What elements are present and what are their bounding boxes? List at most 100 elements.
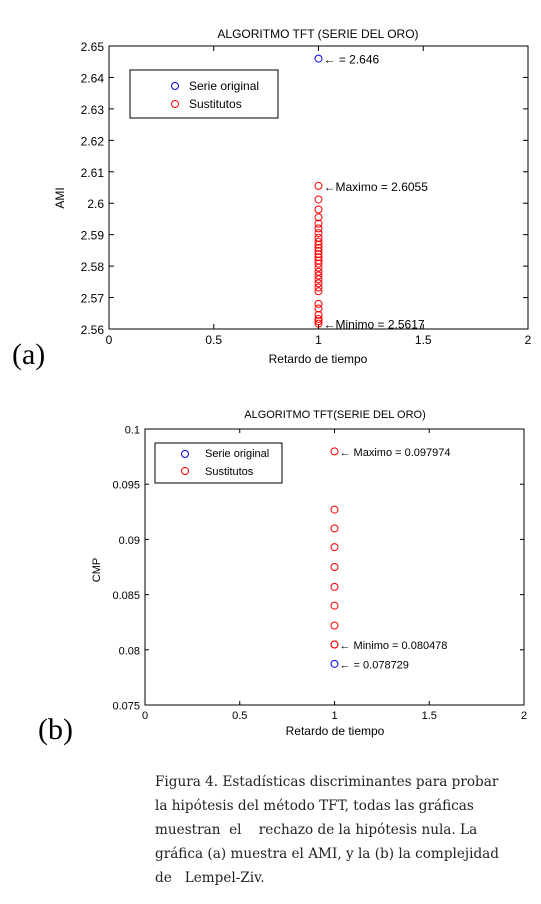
x-tick-label: 0: [142, 710, 148, 722]
chart-b-points: [330, 447, 339, 668]
surrogate-point: [314, 181, 323, 190]
surrogate-point: [330, 543, 339, 552]
surrogate-point: [330, 582, 339, 591]
y-tick-label: 0.095: [112, 480, 140, 492]
surrogate-point: [314, 279, 323, 288]
panel-label-b: (b): [38, 713, 73, 746]
surrogate-point: [314, 219, 323, 228]
surrogate-point: [314, 299, 323, 308]
surrogate-point: [314, 253, 323, 262]
chart-a: ALGORITMO TFT (SERIE DEL ORO) 0 0.5 1 1.5 2 2…: [53, 27, 532, 366]
chart-a-ticks: 0 0.5 1 1.5 2 2.56 2.57 2.58 2.59 2.6 2.61 2.62 2.63…: [81, 40, 532, 347]
chart-b-legend-label-original: Serie original: [205, 448, 269, 460]
surrogate-point: [314, 271, 323, 280]
chart-a-points: [314, 54, 323, 328]
y-tick-label: 2.59: [81, 229, 105, 243]
x-tick-label: 2: [525, 333, 532, 347]
y-tick-label: 0.1: [125, 425, 140, 437]
x-tick-label: 1: [331, 710, 337, 722]
y-tick-label: 2.63: [81, 103, 105, 117]
caption-line: gráfica (a) muestra el AMI, y la (b) la …: [155, 846, 499, 862]
surrogate-point: [314, 213, 323, 222]
data-annotation: ←Minimo = 2.5617: [324, 318, 425, 332]
surrogate-point: [330, 601, 339, 610]
surrogate-point: [314, 224, 323, 233]
x-tick-label: 0.5: [232, 710, 247, 722]
y-tick-label: 2.62: [81, 134, 105, 148]
caption-line: la hipótesis del método TFT, todas las g…: [155, 798, 474, 814]
data-annotation: ← = 2.646: [324, 53, 380, 67]
surrogate-point: [314, 283, 323, 292]
surrogate-point: [314, 250, 323, 259]
original-series-point: [330, 659, 339, 668]
original-series-point: [314, 54, 323, 63]
data-annotation: ← Minimo = 0.080478: [340, 640, 448, 652]
data-annotation: ← Maximo = 0.097974: [340, 447, 451, 459]
chart-a-xlabel: Retardo de tiempo: [269, 352, 368, 366]
data-annotation: ← = 0.078729: [340, 659, 409, 671]
caption-line: Figura 4. Estadísticas discriminantes pa…: [155, 774, 499, 790]
chart-b: ALGORITMO TFT(SERIE DEL ORO) 0 0.5 1 1.5 2 0.…: [91, 409, 527, 738]
y-tick-label: 2.65: [81, 40, 105, 54]
y-tick-label: 2.57: [81, 292, 105, 306]
y-tick-label: 2.61: [81, 166, 105, 180]
chart-b-legend: Serie original Sustitutos: [154, 442, 283, 484]
surrogate-point: [330, 524, 339, 533]
y-tick-label: 2.58: [81, 260, 105, 274]
surrogate-point: [330, 640, 339, 649]
data-annotation: ←Maximo = 2.6055: [324, 180, 429, 194]
panel-label-a: (a): [12, 338, 46, 371]
y-tick-label: 0.075: [112, 701, 140, 713]
chart-b-ylabel: CMP: [91, 558, 103, 582]
surrogate-point: [314, 310, 323, 319]
surrogate-point: [314, 275, 323, 284]
surrogate-point: [314, 247, 323, 256]
surrogate-point: [314, 205, 323, 214]
chart-a-legend-label-original: Serie original: [189, 79, 259, 93]
surrogate-point: [314, 243, 323, 252]
surrogate-point: [314, 240, 323, 249]
y-tick-label: 2.64: [81, 71, 105, 85]
caption-line: muestran el rechazo de la hipótesis nula…: [155, 822, 478, 838]
y-tick-label: 2.56: [81, 323, 105, 337]
surrogate-point: [314, 267, 323, 276]
x-tick-label: 1.5: [422, 710, 437, 722]
y-tick-label: 0.09: [119, 535, 140, 547]
surrogate-point: [314, 229, 323, 238]
x-tick-label: 1: [315, 333, 322, 347]
y-tick-label: 0.08: [119, 645, 140, 657]
figure-caption: Figura 4. Estadísticas discriminantes pa…: [155, 770, 540, 890]
surrogate-point: [330, 447, 339, 456]
chart-b-legend-label-surrogates: Sustitutos: [205, 466, 254, 478]
surrogate-point: [314, 304, 323, 313]
chart-b-legend-box: [154, 442, 283, 484]
y-tick-label: 2.6: [87, 197, 104, 211]
chart-a-annotations: ← = 2.646 ←Maximo = 2.6055 ←Minimo = 2.561…: [324, 53, 429, 332]
x-tick-label: 0.5: [205, 333, 222, 347]
surrogate-point: [314, 287, 323, 296]
chart-b-title: ALGORITMO TFT(SERIE DEL ORO): [244, 409, 426, 421]
caption-line: de Lempel-Ziv.: [155, 870, 265, 886]
chart-a-legend: Serie original Sustitutos: [129, 69, 279, 119]
surrogate-point: [330, 563, 339, 571]
chart-a-legend-label-surrogates: Sustitutos: [189, 97, 242, 111]
chart-b-ticks: 0 0.5 1 1.5 2 0.075 0.08 0.085 0.09 0.095 0.1: [112, 425, 527, 723]
y-tick-label: 0.085: [112, 590, 140, 602]
chart-a-legend-marker-original: [171, 82, 179, 90]
chart-a-legend-box: [129, 69, 279, 119]
chart-a-title: ALGORITMO TFT (SERIE DEL ORO): [217, 27, 418, 41]
surrogate-point: [330, 505, 339, 514]
surrogate-point: [330, 621, 339, 630]
chart-b-legend-marker-surrogates: [181, 467, 189, 475]
surrogate-point: [314, 263, 323, 272]
surrogate-point: [314, 195, 323, 204]
surrogate-point: [314, 319, 323, 328]
surrogate-point: [314, 259, 323, 268]
chart-b-legend-marker-original: [181, 450, 189, 458]
surrogate-point: [314, 317, 323, 326]
surrogate-point: [314, 237, 323, 246]
chart-b-xlabel: Retardo de tiempo: [286, 724, 385, 738]
x-tick-label: 2: [521, 710, 527, 722]
chart-a-legend-marker-surrogates: [171, 100, 179, 108]
